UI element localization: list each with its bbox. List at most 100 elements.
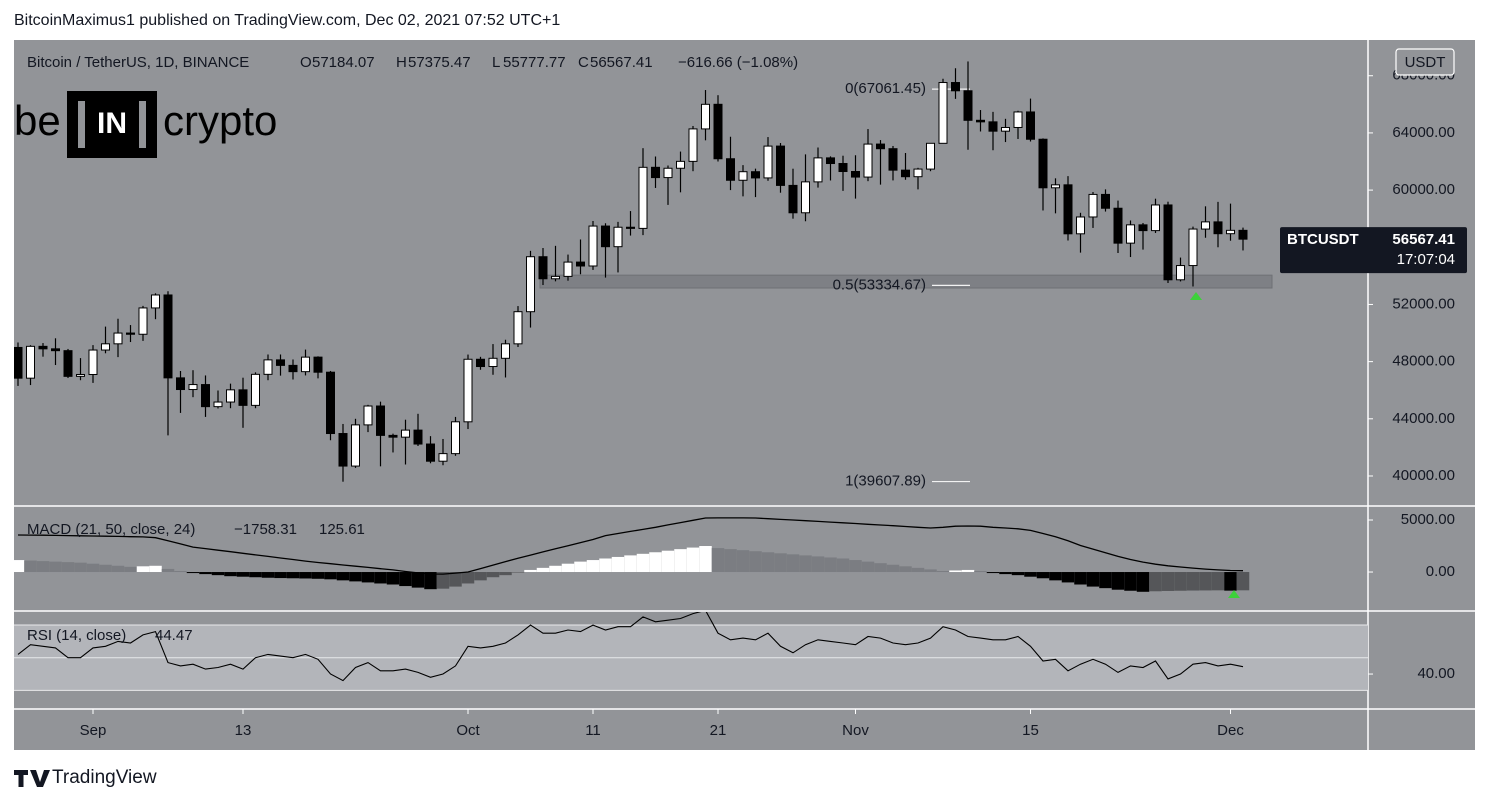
candle-body xyxy=(51,348,60,352)
macd-histogram-bar xyxy=(911,567,925,573)
candle-body xyxy=(501,343,510,359)
candle-body xyxy=(488,357,498,368)
ohlc-letter: O xyxy=(300,54,312,71)
candle-body xyxy=(688,128,698,162)
macd-histogram-bar xyxy=(1149,572,1162,592)
macd-histogram-bar xyxy=(574,561,587,573)
logo-text: crypto xyxy=(163,97,277,144)
ohlc-letter: L xyxy=(492,54,500,71)
candle-body xyxy=(538,256,548,280)
candle-body xyxy=(601,225,610,248)
candle-body xyxy=(176,377,185,391)
macd-histogram-bar xyxy=(199,572,212,575)
macd-histogram-bar xyxy=(486,572,500,578)
macd-histogram-bar xyxy=(649,552,662,573)
y-tick-label: 0.00 xyxy=(1426,563,1455,580)
macd-histogram-bar xyxy=(311,572,325,579)
candle-body xyxy=(1101,193,1110,209)
candle-body xyxy=(826,157,835,165)
candle-body xyxy=(38,345,48,350)
ohlc-letter: H xyxy=(396,54,407,71)
y-tick-label: 5000.00 xyxy=(1401,511,1455,528)
candle-body xyxy=(863,143,873,178)
symbol-label: BTCUSDT xyxy=(1287,231,1359,248)
macd-histogram-bar xyxy=(99,564,112,573)
candle-body xyxy=(851,171,860,178)
macd-histogram-bar xyxy=(986,572,1000,574)
macd-histogram-bar xyxy=(174,570,187,573)
macd-histogram-bar xyxy=(74,562,87,573)
macd-histogram-bar xyxy=(124,566,137,573)
macd-histogram-bar xyxy=(1186,572,1200,591)
macd-histogram-bar xyxy=(1074,572,1087,585)
currency-box xyxy=(1395,48,1455,76)
macd-histogram-bar xyxy=(1036,572,1050,579)
macd-title: MACD (21, 50, close, 24) xyxy=(27,521,195,538)
macd-histogram-bar xyxy=(511,572,525,573)
macd-histogram-bar xyxy=(749,551,762,573)
macd-histogram-bar xyxy=(1161,572,1175,591)
macd-histogram-bar xyxy=(1124,572,1137,591)
macd-histogram-bar xyxy=(724,549,737,573)
macd-histogram-bar xyxy=(674,549,687,573)
macd-histogram-bar xyxy=(136,566,150,573)
candle-body xyxy=(201,384,210,408)
y-tick-label: 40000.00 xyxy=(1392,467,1455,484)
macd-histogram-bar xyxy=(1211,572,1225,591)
ohlc-value: 56567.41 xyxy=(590,54,653,71)
candle-body xyxy=(513,311,523,345)
signal-arrow xyxy=(1190,292,1202,300)
macd-histogram-bar xyxy=(349,572,362,582)
candle-body xyxy=(1051,184,1060,189)
candle-body xyxy=(1163,204,1173,281)
macd-histogram-bar xyxy=(686,547,700,573)
macd-histogram-bar xyxy=(524,569,537,573)
macd-histogram-bar xyxy=(336,572,350,581)
candle-body xyxy=(988,121,998,132)
macd-histogram-value: −1758.31 xyxy=(234,521,297,538)
candle-body xyxy=(788,184,798,214)
candle-body xyxy=(901,169,910,178)
x-tick-label: 21 xyxy=(710,722,727,739)
signal-arrow xyxy=(1228,590,1240,598)
macd-histogram-bar xyxy=(1086,572,1100,587)
candle-body xyxy=(451,421,460,455)
candle-body xyxy=(63,350,73,377)
macd-histogram-bar xyxy=(824,557,837,573)
y-tick-label: 48000.00 xyxy=(1392,353,1455,370)
macd-histogram-bar xyxy=(586,560,600,573)
macd-histogram-bar xyxy=(1136,572,1150,592)
candle-body xyxy=(326,371,335,435)
candle-body xyxy=(588,225,598,267)
ohlc-value: 57375.47 xyxy=(408,54,471,71)
macd-histogram-bar xyxy=(499,572,512,576)
x-tick-label: 15 xyxy=(1022,722,1039,739)
last-price-box xyxy=(1280,227,1467,274)
candle-body xyxy=(1176,265,1185,281)
change-label: −616.66 (−1.08%) xyxy=(678,54,798,71)
candle-body xyxy=(701,103,710,130)
candle-body xyxy=(676,160,685,169)
y-tick-label: 44000.00 xyxy=(1392,410,1455,427)
candle-body xyxy=(1138,224,1148,232)
macd-histogram-bar xyxy=(286,572,300,579)
macd-histogram-bar xyxy=(1224,572,1237,591)
ohlc-value: 55777.77 xyxy=(503,54,566,71)
logo-box-center xyxy=(85,101,139,148)
macd-histogram-bar xyxy=(861,561,875,573)
candle-body xyxy=(1151,204,1160,232)
candle-body xyxy=(913,168,923,178)
macd-histogram-bar xyxy=(1061,572,1075,583)
macd-histogram-bar xyxy=(1199,572,1212,591)
macd-histogram-bar xyxy=(811,556,825,573)
candle-body xyxy=(401,429,410,438)
macd-histogram-bar xyxy=(899,566,912,573)
macd-histogram-bar xyxy=(11,560,25,573)
candle-body xyxy=(888,148,898,171)
candle-body xyxy=(751,171,760,179)
macd-histogram-bar xyxy=(1049,572,1062,581)
candle-body xyxy=(1088,193,1098,218)
macd-histogram-bar xyxy=(474,572,487,581)
countdown-label: 17:07:04 xyxy=(1397,251,1455,268)
